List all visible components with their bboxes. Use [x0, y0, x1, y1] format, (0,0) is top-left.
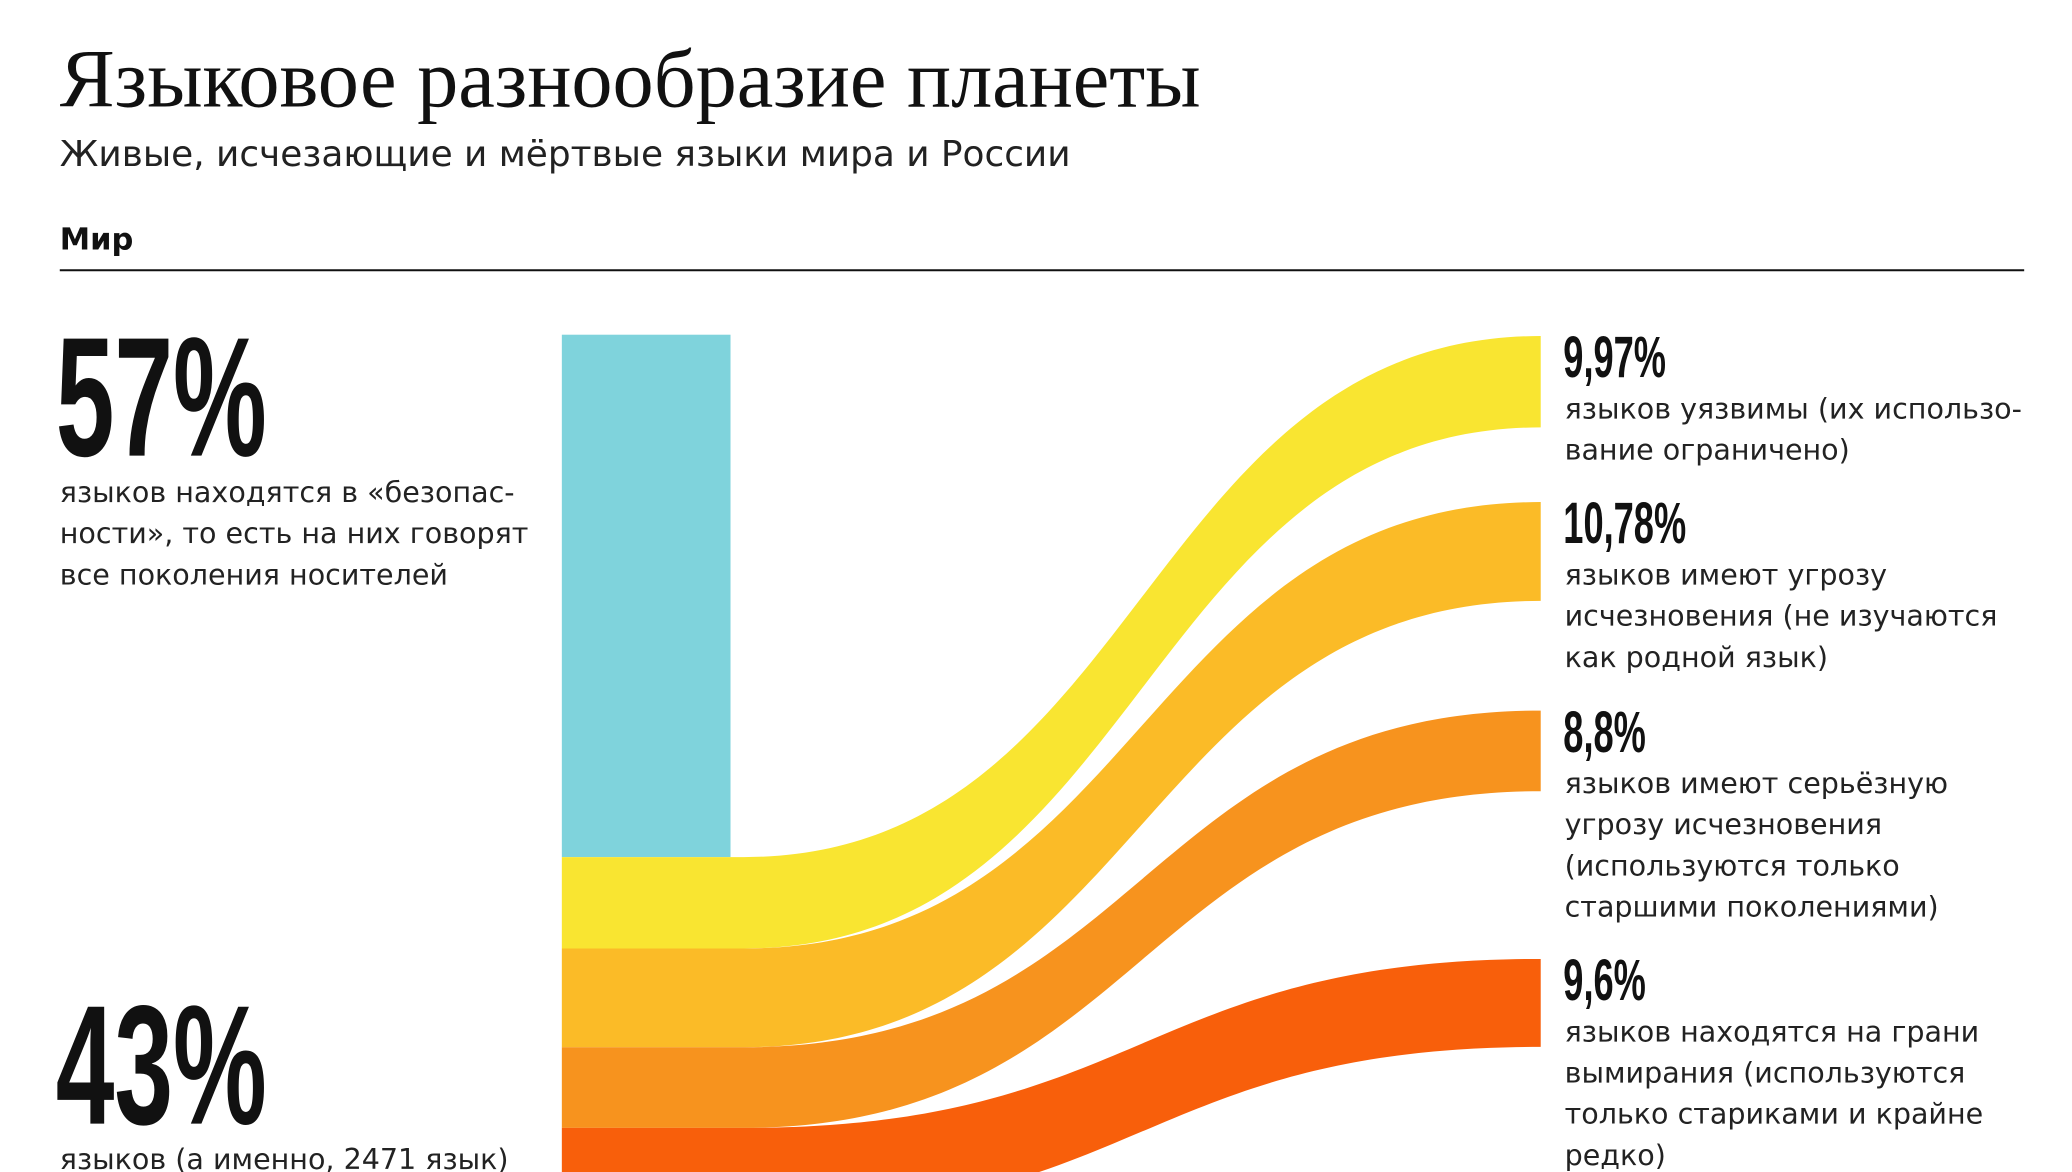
- description: языков уязвимы (их использо-: [1565, 391, 2022, 425]
- flow-percent: 8,8%: [1563, 700, 1646, 765]
- description: все поколения носителей: [60, 557, 448, 591]
- description: языков имеют угрозу: [1565, 557, 1888, 591]
- description: исчезновения (не изучаются: [1565, 599, 1998, 633]
- description: вание ограничено): [1565, 433, 1850, 467]
- description: только стариками и крайне: [1565, 1097, 1984, 1131]
- description: вымирания (используются: [1565, 1055, 1966, 1089]
- flow-percent: 9,6%: [1563, 948, 1646, 1013]
- section-label: Мир: [60, 223, 134, 258]
- flow: [561, 710, 1541, 1128]
- title: Языковое разнообразие планеты: [60, 33, 1201, 124]
- flow-percent: 10,78%: [1563, 492, 1686, 557]
- description: старшими поколениями): [1565, 889, 1939, 923]
- description: языков находятся в «безопас-: [60, 475, 515, 509]
- big-percent: 57%: [56, 302, 267, 492]
- flow: [561, 336, 1541, 949]
- flow: [561, 502, 1541, 1048]
- description: (используются только: [1565, 848, 1900, 882]
- description: угрозу исчезновения: [1565, 807, 1882, 841]
- description: как родной язык): [1565, 640, 1828, 674]
- safe-bar: [561, 334, 731, 858]
- flow: [561, 958, 1541, 1172]
- description: языков имеют серьёзную: [1565, 766, 1948, 800]
- description: языков (а именно, 2471 язык): [60, 1142, 509, 1172]
- big-percent: 43%: [56, 970, 267, 1160]
- subtitle: Живые, исчезающие и мёртвые языки мира и…: [60, 134, 1071, 175]
- description: языков находятся на грани: [1565, 1014, 1980, 1048]
- flow-percent: 9,97%: [1563, 326, 1666, 391]
- description: ности», то есть на них говорят: [60, 516, 529, 550]
- description: редко): [1565, 1138, 1666, 1172]
